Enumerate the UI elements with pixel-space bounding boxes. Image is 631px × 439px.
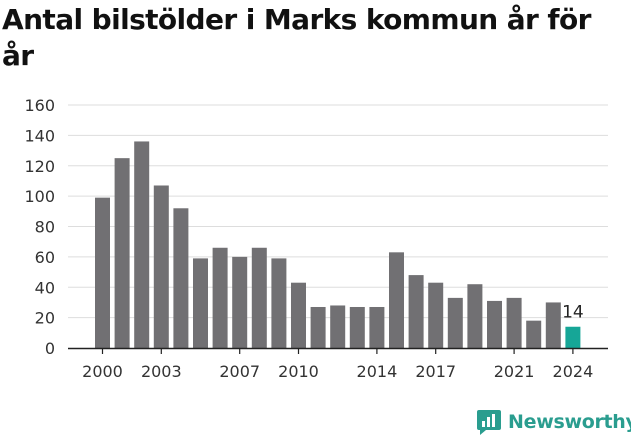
bar-2012: [330, 305, 346, 348]
chart-bubble-icon: [477, 410, 501, 435]
x-tick-label: 2003: [141, 362, 182, 381]
bar-2019: [467, 284, 483, 348]
x-tick-label: 2017: [415, 362, 456, 381]
y-tick-label: 140: [24, 126, 55, 145]
x-tick-label: 2000: [82, 362, 123, 381]
x-axis-ticks: 2000 2003 2007 2010 2014 2017 2021 2024: [82, 348, 593, 381]
y-tick-label: 0: [45, 339, 55, 358]
x-tick-label: 2014: [357, 362, 398, 381]
x-tick-label: 2007: [219, 362, 260, 381]
bar-2006: [212, 247, 228, 348]
bar-2017: [428, 282, 444, 348]
y-tick-label: 120: [24, 157, 55, 176]
data-labels: 14: [562, 303, 584, 323]
logo-text: Newsworthy: [508, 411, 631, 433]
newsworthy-logo: Newsworthy: [476, 407, 631, 437]
bar-2002: [134, 141, 150, 348]
y-tick-label: 80: [35, 218, 55, 237]
x-tick-label: 2010: [278, 362, 319, 381]
bar-2020: [487, 300, 502, 348]
y-tick-label: 60: [35, 248, 55, 267]
bar-2022: [526, 320, 542, 348]
bar-2004: [173, 208, 189, 348]
bar-2005: [193, 258, 208, 348]
bar-2016: [408, 275, 424, 348]
y-axis-ticks: 0 20 40 60 80 100 120 140 160: [24, 96, 55, 358]
data-label-last: 14: [562, 303, 584, 323]
bar-2013: [349, 306, 365, 348]
bar-2021: [506, 297, 522, 348]
bar-2011: [310, 306, 326, 348]
y-tick-label: 20: [35, 309, 55, 328]
y-tick-label: 160: [24, 96, 55, 115]
bar-2001: [114, 158, 130, 348]
bar-2015: [389, 252, 404, 348]
bar-2007: [232, 256, 248, 348]
bars: [95, 141, 581, 348]
x-tick-label: 2024: [553, 362, 594, 381]
bar-2023: [545, 302, 561, 348]
y-tick-label: 100: [24, 187, 55, 206]
bar-2024: [565, 326, 581, 348]
bar-2010: [291, 282, 306, 348]
bar-2008: [251, 247, 267, 348]
bar-2000: [95, 197, 110, 348]
x-tick-label: 2021: [494, 362, 535, 381]
chart-title: Antal bilstölder i Marks kommun år för å…: [2, 3, 591, 72]
bar-2003: [153, 185, 169, 348]
bar-2009: [271, 258, 287, 348]
y-tick-label: 40: [35, 278, 55, 297]
bar-2014: [369, 306, 385, 348]
bar-2018: [447, 297, 463, 348]
